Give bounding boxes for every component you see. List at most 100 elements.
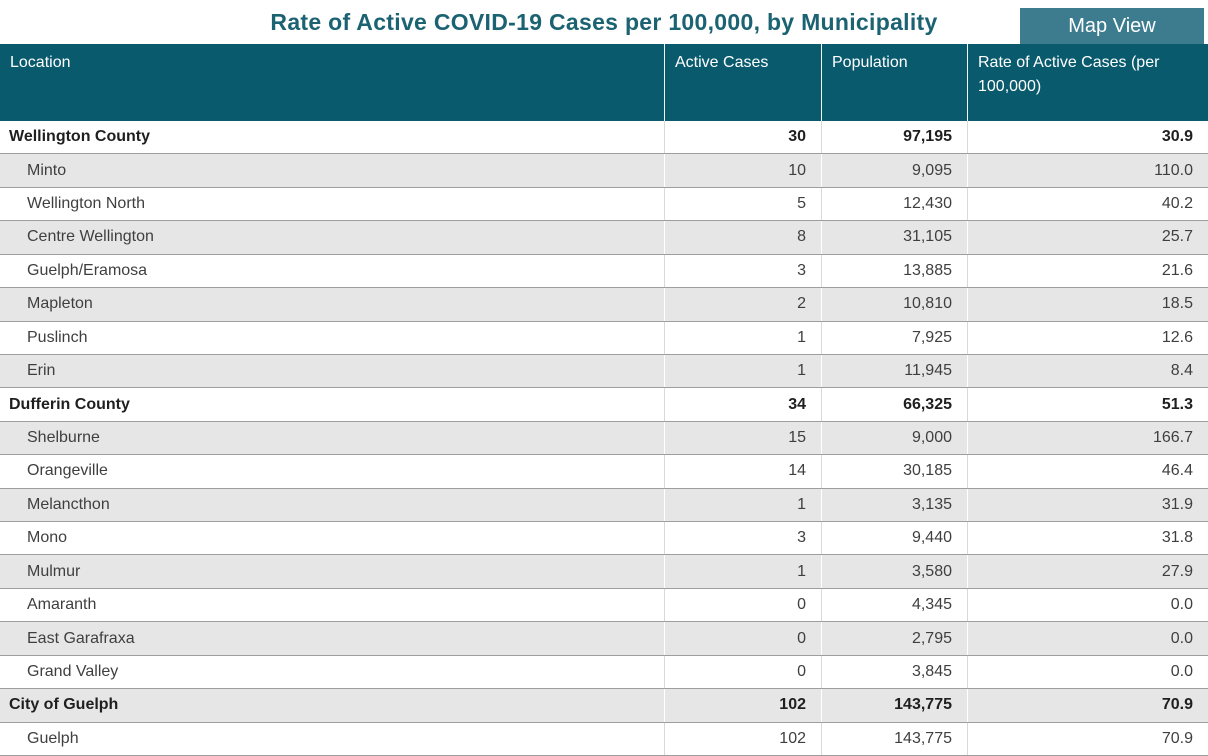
cell-rate: 8.4 — [967, 354, 1208, 388]
table-row[interactable]: Grand Valley 0 3,845 0.0 — [0, 655, 1208, 690]
cell-active-cases: 1 — [664, 555, 821, 588]
cell-population: 143,775 — [821, 722, 967, 756]
column-header-rate[interactable]: Rate of Active Cases (per 100,000) — [967, 44, 1208, 121]
cell-active-cases: 10 — [664, 154, 821, 187]
cell-active-cases: 1 — [664, 321, 821, 354]
cell-location: Erin — [27, 362, 56, 380]
cell-rate: 51.3 — [967, 388, 1208, 421]
table-row[interactable]: Mapleton 2 10,810 18.5 — [0, 288, 1208, 322]
cell-population: 2,795 — [821, 622, 967, 655]
table-row[interactable]: Guelph 102 143,775 70.9 — [0, 722, 1208, 756]
cell-population: 97,195 — [821, 121, 967, 154]
cell-rate: 27.9 — [967, 555, 1208, 588]
table-row[interactable]: Amaranth 0 4,345 0.0 — [0, 588, 1208, 623]
cell-location: Guelph/Eramosa — [27, 261, 148, 279]
cell-location: Amaranth — [27, 596, 97, 614]
cell-population: 9,000 — [821, 421, 967, 455]
cell-location: Wellington County — [9, 128, 151, 146]
map-view-button[interactable]: Map View — [1020, 8, 1204, 44]
cell-active-cases: 0 — [664, 588, 821, 622]
cell-location: Melancthon — [27, 495, 110, 513]
cell-rate: 40.2 — [967, 187, 1208, 221]
cell-rate: 0.0 — [967, 655, 1208, 689]
cell-population: 4,345 — [821, 588, 967, 622]
cell-rate: 46.4 — [967, 455, 1208, 488]
cell-location: Guelph — [27, 729, 79, 747]
cell-active-cases: 0 — [664, 622, 821, 655]
cell-rate: 110.0 — [967, 154, 1208, 187]
cell-active-cases: 1 — [664, 354, 821, 388]
cell-location: East Garafraxa — [27, 629, 135, 647]
cell-location: Mulmur — [27, 562, 81, 580]
cell-population: 31,105 — [821, 221, 967, 254]
cell-location: Shelburne — [27, 429, 100, 446]
cell-location: Mapleton — [27, 295, 93, 313]
cell-active-cases: 8 — [664, 221, 821, 254]
cell-rate: 70.9 — [967, 722, 1208, 756]
table-row[interactable]: Mulmur 1 3,580 27.9 — [0, 555, 1208, 589]
page-title: Rate of Active COVID-19 Cases per 100,00… — [270, 8, 938, 35]
cell-population: 12,430 — [821, 187, 967, 221]
table-row[interactable]: Shelburne 15 9,000 166.7 — [0, 421, 1208, 456]
cell-population: 9,095 — [821, 154, 967, 187]
cell-location: Mono — [27, 529, 68, 547]
table-row[interactable]: Orangeville 14 30,185 46.4 — [0, 455, 1208, 489]
column-header-location[interactable]: Location — [10, 54, 71, 71]
cell-location: Minto — [27, 161, 67, 179]
table-row[interactable]: Dufferin County 34 66,325 51.3 — [0, 388, 1208, 422]
cell-active-cases: 14 — [664, 455, 821, 488]
cell-location: Wellington North — [27, 195, 145, 213]
cell-population: 13,885 — [821, 254, 967, 288]
column-header-active-cases[interactable]: Active Cases — [664, 44, 821, 121]
table-row[interactable]: Wellington North 5 12,430 40.2 — [0, 187, 1208, 222]
cell-location: Centre Wellington — [27, 228, 154, 246]
cell-location: Dufferin County — [9, 395, 130, 413]
cell-rate: 21.6 — [967, 254, 1208, 288]
top-bar: Rate of Active COVID-19 Cases per 100,00… — [0, 0, 1208, 44]
cell-active-cases: 0 — [664, 655, 821, 689]
cell-population: 11,945 — [821, 354, 967, 388]
cell-population: 66,325 — [821, 388, 967, 421]
cell-rate: 0.0 — [967, 622, 1208, 655]
cell-rate: 0.0 — [967, 588, 1208, 622]
table-row[interactable]: Centre Wellington 8 31,105 25.7 — [0, 221, 1208, 255]
cell-population: 10,810 — [821, 288, 967, 321]
table-row[interactable]: Guelph/Eramosa 3 13,885 21.6 — [0, 254, 1208, 289]
table-row[interactable]: East Garafraxa 0 2,795 0.0 — [0, 622, 1208, 656]
cell-active-cases: 30 — [664, 121, 821, 154]
cell-location: City of Guelph — [9, 696, 119, 714]
cell-active-cases: 102 — [664, 689, 821, 722]
cell-population: 3,845 — [821, 655, 967, 689]
cell-active-cases: 102 — [664, 722, 821, 756]
cell-population: 9,440 — [821, 522, 967, 555]
table-row[interactable]: Puslinch 1 7,925 12.6 — [0, 321, 1208, 355]
cell-location: Orangeville — [27, 462, 108, 480]
cell-population: 3,580 — [821, 555, 967, 588]
cell-rate: 30.9 — [967, 121, 1208, 154]
cell-active-cases: 15 — [664, 421, 821, 455]
table-row[interactable]: Mono 3 9,440 31.8 — [0, 522, 1208, 556]
column-header-population[interactable]: Population — [821, 44, 967, 121]
table-row[interactable]: Erin 1 11,945 8.4 — [0, 354, 1208, 389]
cell-active-cases: 5 — [664, 187, 821, 221]
cell-population: 7,925 — [821, 321, 967, 354]
covid-rate-table: Location Active Cases Population Rate of… — [0, 44, 1208, 756]
cell-active-cases: 34 — [664, 388, 821, 421]
table-row[interactable]: Wellington County 30 97,195 30.9 — [0, 121, 1208, 155]
table-row[interactable]: City of Guelph 102 143,775 70.9 — [0, 689, 1208, 723]
cell-location: Puslinch — [27, 328, 88, 346]
table-body: Wellington County 30 97,195 30.9 Minto 10 9,09… — [0, 121, 1208, 756]
cell-rate: 70.9 — [967, 689, 1208, 722]
cell-population: 30,185 — [821, 455, 967, 488]
cell-active-cases: 3 — [664, 522, 821, 555]
cell-rate: 166.7 — [967, 421, 1208, 455]
cell-active-cases: 3 — [664, 254, 821, 288]
cell-rate: 25.7 — [967, 221, 1208, 254]
table-row[interactable]: Minto 10 9,095 110.0 — [0, 154, 1208, 188]
cell-rate: 12.6 — [967, 321, 1208, 354]
table-row[interactable]: Melancthon 1 3,135 31.9 — [0, 488, 1208, 523]
cell-population: 143,775 — [821, 689, 967, 722]
cell-rate: 31.9 — [967, 488, 1208, 522]
cell-active-cases: 1 — [664, 488, 821, 522]
